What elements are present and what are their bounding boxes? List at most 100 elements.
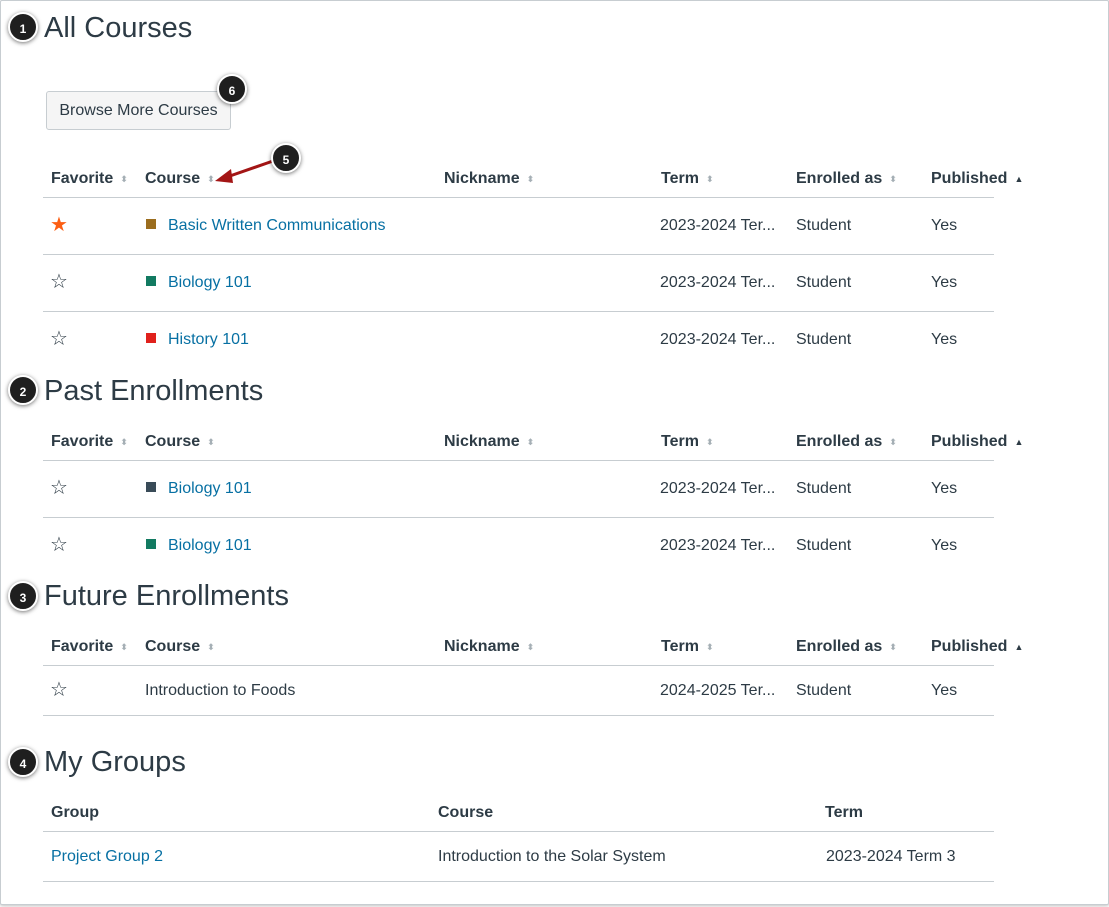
table-header: Group Course Term: [43, 795, 994, 832]
term-cell: 2023-2024 Ter...: [660, 480, 776, 497]
my-groups-heading: My Groups: [44, 746, 186, 778]
col-published[interactable]: Published ▲: [931, 433, 1024, 450]
course-link[interactable]: History 101: [168, 331, 249, 348]
published-cell: Yes: [931, 537, 958, 554]
table-row: ☆ Biology 101 2023-2024 Ter... Student Y…: [43, 255, 994, 312]
sort-icon: ⬍: [889, 174, 897, 184]
col-nickname[interactable]: Nickname ⬍: [444, 433, 535, 450]
callout-1: 1: [8, 12, 38, 42]
sort-icon: ⬍: [120, 642, 128, 652]
course-color-swatch: [146, 333, 156, 343]
table-row: ☆ Biology 101 2023-2024 Ter... Student Y…: [43, 518, 994, 574]
star-empty-icon[interactable]: ☆: [50, 271, 68, 293]
term-cell: 2023-2024 Ter...: [660, 274, 776, 291]
published-cell: Yes: [931, 682, 958, 699]
table-row: ☆ Biology 101 2023-2024 Ter... Student Y…: [43, 461, 994, 518]
group-term-cell: 2023-2024 Term 3: [826, 848, 956, 865]
course-color-swatch: [146, 219, 156, 229]
course-link[interactable]: Biology 101: [168, 274, 252, 291]
term-cell: 2023-2024 Ter...: [660, 331, 776, 348]
group-course-cell: Introduction to the Solar System: [438, 848, 666, 865]
enrolled-as-cell: Student: [796, 274, 852, 291]
col-group: Group: [51, 804, 99, 821]
callout-4: 4: [8, 747, 38, 777]
col-favorite[interactable]: Favorite ⬍: [51, 170, 128, 187]
browse-more-courses-button[interactable]: Browse More Courses: [46, 91, 231, 130]
sort-icon: ⬍: [207, 642, 215, 652]
sort-up-icon: ▲: [1014, 642, 1024, 652]
sort-icon: ⬍: [120, 174, 128, 184]
sort-icon: ⬍: [889, 437, 897, 447]
col-enrolled-as[interactable]: Enrolled as ⬍: [796, 433, 897, 450]
col-nickname[interactable]: Nickname ⬍: [444, 638, 535, 655]
sort-icon: ⬍: [207, 437, 215, 447]
term-cell: 2024-2025 Ter...: [660, 682, 776, 699]
sort-icon: ⬍: [207, 174, 215, 184]
term-cell: 2023-2024 Ter...: [660, 537, 776, 554]
table-row: Project Group 2 Introduction to the Sola…: [43, 832, 994, 882]
past-enrollments-heading: Past Enrollments: [44, 375, 264, 407]
sort-icon: ⬍: [889, 642, 897, 652]
course-link[interactable]: Biology 101: [168, 537, 252, 554]
callout-6: 6: [217, 74, 247, 104]
course-link[interactable]: Basic Written Communications: [168, 217, 386, 234]
group-link[interactable]: Project Group 2: [51, 848, 164, 865]
col-course[interactable]: Course ⬍: [145, 433, 215, 450]
sort-up-icon: ▲: [1014, 437, 1024, 447]
col-nickname[interactable]: Nickname ⬍: [444, 170, 535, 187]
callout-2: 2: [8, 375, 38, 405]
col-favorite[interactable]: Favorite ⬍: [51, 433, 128, 450]
published-cell: Yes: [931, 331, 958, 348]
col-term[interactable]: Term ⬍: [661, 433, 714, 450]
star-empty-icon[interactable]: ☆: [50, 477, 68, 499]
enrolled-as-cell: Student: [796, 331, 852, 348]
published-cell: Yes: [931, 217, 958, 234]
my-groups-table: Group Course Term Project Group 2 Introd…: [43, 795, 994, 882]
table-header: Favorite ⬍ Course ⬍ Nickname ⬍ Term ⬍ Enroll…: [43, 424, 1023, 461]
course-name: Introduction to Foods: [145, 682, 296, 699]
callout-3: 3: [8, 581, 38, 611]
col-term: Term: [825, 804, 863, 821]
callout-5: 5: [271, 143, 301, 173]
col-published[interactable]: Published ▲: [931, 638, 1024, 655]
course-color-swatch: [146, 539, 156, 549]
future-enrollments-table: Favorite ⬍ Course ⬍ Nickname ⬍ Term ⬍ Enroll…: [43, 629, 1023, 716]
star-filled-icon[interactable]: ★: [50, 214, 68, 236]
sort-icon: ⬍: [526, 437, 535, 447]
published-cell: Yes: [931, 480, 958, 497]
star-empty-icon[interactable]: ☆: [50, 328, 68, 350]
table-row: ☆ Introduction to Foods 2024-2025 Ter...…: [43, 666, 994, 716]
col-enrolled-as[interactable]: Enrolled as ⬍: [796, 638, 897, 655]
col-course[interactable]: Course ⬍: [145, 170, 215, 187]
term-cell: 2023-2024 Ter...: [660, 217, 776, 234]
col-published[interactable]: Published ▲: [931, 170, 1024, 187]
sort-icon: ⬍: [526, 174, 535, 184]
sort-icon: ⬍: [705, 437, 714, 447]
sort-icon: ⬍: [526, 642, 535, 652]
sort-icon: ⬍: [705, 174, 714, 184]
enrolled-as-cell: Student: [796, 682, 852, 699]
sort-icon: ⬍: [705, 642, 714, 652]
star-empty-icon[interactable]: ☆: [50, 534, 68, 556]
col-enrolled-as[interactable]: Enrolled as ⬍: [796, 170, 897, 187]
enrolled-as-cell: Student: [796, 480, 852, 497]
star-empty-icon[interactable]: ☆: [50, 679, 68, 701]
enrolled-as-cell: Student: [796, 537, 852, 554]
col-term[interactable]: Term ⬍: [661, 170, 714, 187]
table-row: ☆ History 101 2023-2024 Ter... Student Y…: [43, 312, 994, 368]
col-course[interactable]: Course ⬍: [145, 638, 215, 655]
course-color-swatch: [146, 482, 156, 492]
past-enrollments-table: Favorite ⬍ Course ⬍ Nickname ⬍ Term ⬍ Enroll…: [43, 424, 1023, 574]
enrolled-as-cell: Student: [796, 217, 852, 234]
all-courses-heading: All Courses: [44, 12, 193, 44]
future-enrollments-heading: Future Enrollments: [44, 580, 289, 612]
course-link[interactable]: Biology 101: [168, 480, 252, 497]
table-row: ★ Basic Written Communications 2023-2024…: [43, 198, 994, 255]
col-course: Course: [438, 804, 494, 821]
table-header: Favorite ⬍ Course ⬍ Nickname ⬍ Term ⬍ Enroll…: [43, 161, 1023, 198]
sort-up-icon: ▲: [1014, 174, 1024, 184]
col-favorite[interactable]: Favorite ⬍: [51, 638, 128, 655]
col-term[interactable]: Term ⬍: [661, 638, 714, 655]
sort-icon: ⬍: [120, 437, 128, 447]
